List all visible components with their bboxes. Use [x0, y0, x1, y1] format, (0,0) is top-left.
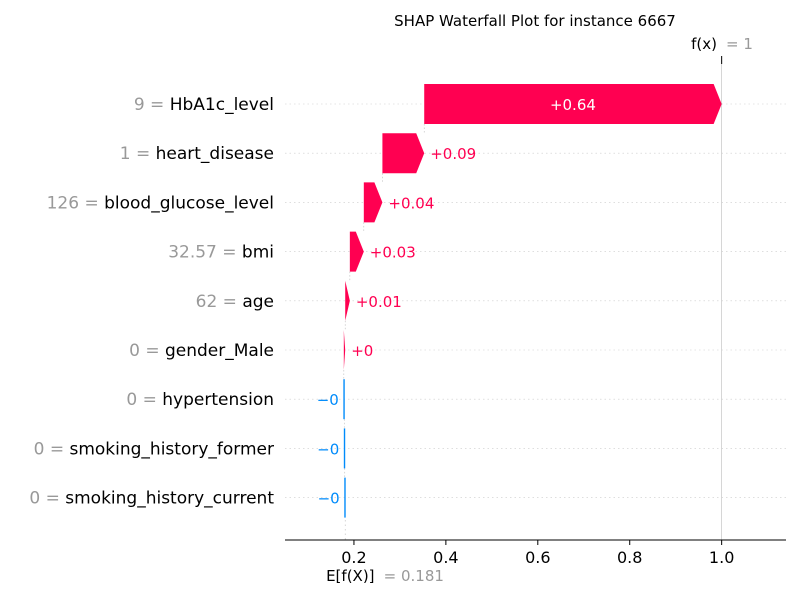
feature-name: smoking_history_former	[69, 439, 274, 459]
x-axis: 0.2 0.4 0.6 0.8 1.0	[285, 539, 786, 567]
feature-name: smoking_history_current	[65, 489, 274, 509]
feature-label: 9 = HbA1c_level	[134, 95, 274, 115]
shap-value-label: +0.04	[388, 194, 434, 212]
x-tick-label: 0.6	[525, 548, 550, 567]
fx-value: = 1	[726, 35, 753, 53]
feature-name: blood_glucose_level	[104, 193, 274, 213]
shap-value-label: −0	[317, 391, 339, 409]
x-tick-label: 0.4	[433, 548, 458, 567]
feature-value: 0 =	[34, 439, 70, 459]
feature-label: 126 = blood_glucose_level	[47, 193, 274, 213]
feature-label: 32.57 = bmi	[168, 243, 274, 263]
reference-lines	[343, 56, 723, 540]
feature-labels: 9 = HbA1c_level 1 = heart_disease 126 = bl…	[29, 95, 274, 509]
shap-value-label: +0	[351, 342, 373, 360]
expected-value-label: E[f(X)] = 0.181	[326, 566, 444, 585]
output-value-label: f(x) = 1	[691, 34, 753, 53]
feature-label: 62 = age	[196, 292, 274, 312]
feature-value: 0 =	[126, 390, 162, 410]
ex-value: = 0.181	[384, 567, 444, 585]
shap-value-label: +0.09	[430, 145, 476, 163]
feature-name: hypertension	[162, 390, 274, 410]
shap-value-label: −0	[318, 490, 340, 508]
shap-bar-smoking-history-current	[344, 477, 346, 518]
feature-value: 62 =	[196, 292, 243, 312]
shap-value-label: +0.64	[550, 96, 596, 114]
shap-value-label: +0.03	[370, 244, 416, 262]
feature-value: 9 =	[134, 95, 170, 115]
feature-label: 1 = heart_disease	[120, 144, 274, 164]
shap-bar-HbA1c-level	[424, 84, 722, 124]
feature-label: 0 = hypertension	[126, 390, 274, 410]
contribution-bars: +0.64 +0.09 +0.04 +0.03 +0.01 +0 −0 −0 −0	[317, 84, 722, 518]
shap-bar-age	[345, 280, 350, 321]
shap-bar-smoking-history-former	[343, 428, 346, 469]
x-tick-label: 0.8	[617, 548, 642, 567]
shap-value-label: +0.01	[356, 293, 402, 311]
shap-bar-heart-disease	[382, 133, 425, 174]
x-tick-label: 0.2	[341, 548, 366, 567]
feature-value: 0 =	[29, 489, 65, 509]
shap-bar-gender-Male	[343, 330, 346, 370]
feature-value: 126 =	[47, 193, 105, 213]
feature-value: 0 =	[129, 341, 165, 361]
fx-symbol: f(x)	[691, 35, 717, 53]
feature-value: 32.57 =	[168, 243, 242, 263]
expected-and-output-annotations: f(x) = 1 E[f(X)] = 0.181	[326, 34, 753, 585]
feature-name: heart_disease	[156, 144, 274, 164]
feature-name: age	[242, 292, 274, 312]
shap-bar-blood-glucose-level	[363, 182, 383, 223]
shap-bar-hypertension	[343, 379, 345, 420]
feature-name: bmi	[242, 243, 274, 263]
shap-bar-bmi	[349, 231, 364, 272]
chart-title: SHAP Waterfall Plot for instance 6667	[394, 12, 676, 30]
feature-name: gender_Male	[165, 341, 274, 361]
feature-label: 0 = gender_Male	[129, 341, 274, 361]
feature-label: 0 = smoking_history_current	[29, 489, 274, 509]
feature-value: 1 =	[120, 144, 156, 164]
feature-name: HbA1c_level	[170, 95, 274, 115]
feature-label: 0 = smoking_history_former	[34, 439, 274, 459]
x-tick-label: 1.0	[709, 548, 734, 567]
ex-symbol: E[f(X)]	[326, 567, 374, 585]
shap-value-label: −0	[317, 440, 339, 458]
